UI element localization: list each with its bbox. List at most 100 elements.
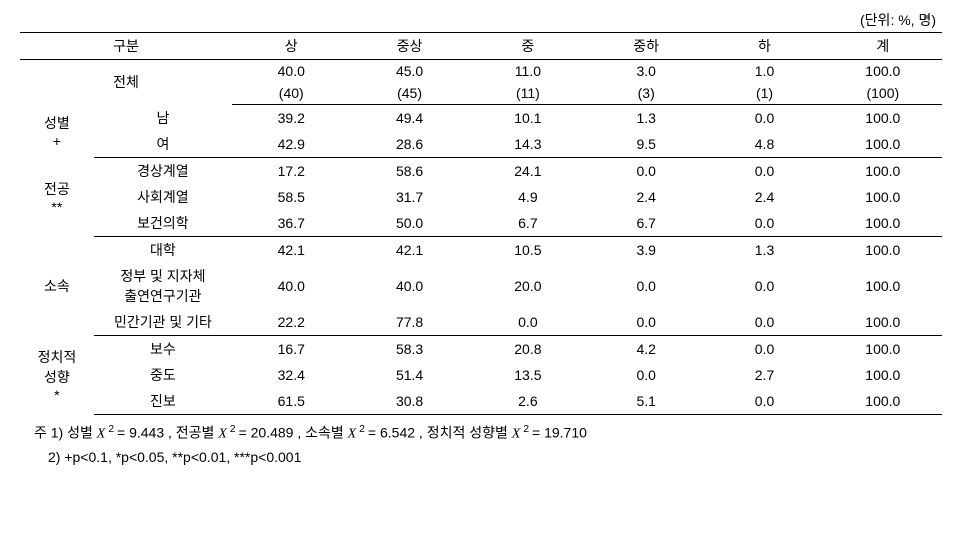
cell: 36.7 — [232, 210, 350, 237]
cell: 39.2 — [232, 105, 350, 131]
cell: (11) — [469, 82, 587, 105]
cell: 40.0 — [350, 263, 468, 309]
cell: (45) — [350, 82, 468, 105]
cell: 42.9 — [232, 131, 350, 158]
cell: 50.0 — [350, 210, 468, 237]
cell: 58.6 — [350, 157, 468, 184]
table-row: 보건의학 36.7 50.0 6.7 6.7 0.0 100.0 — [20, 210, 942, 237]
row-label: 민간기관 및 기타 — [94, 309, 232, 336]
table-row: 정부 및 지자체 출연연구기관 40.0 40.0 20.0 0.0 0.0 1… — [20, 263, 942, 309]
cell: 0.0 — [587, 263, 705, 309]
cell: 31.7 — [350, 184, 468, 210]
cell: (40) — [232, 82, 350, 105]
cell: 20.8 — [469, 335, 587, 362]
row-label: 보건의학 — [94, 210, 232, 237]
table-row: 성별+ 남 39.2 49.4 10.1 1.3 0.0 100.0 — [20, 105, 942, 131]
row-label: 진보 — [94, 388, 232, 415]
row-label: 정부 및 지자체 출연연구기관 — [94, 263, 232, 309]
cell: 11.0 — [469, 60, 587, 83]
table-row: 소속 대학 42.1 42.1 10.5 3.9 1.3 100.0 — [20, 236, 942, 263]
cell: 100.0 — [824, 362, 942, 388]
cell: 0.0 — [469, 309, 587, 336]
cell: 100.0 — [824, 335, 942, 362]
cell: 2.6 — [469, 388, 587, 415]
cell: 2.7 — [705, 362, 823, 388]
group-label: 소속 — [20, 236, 94, 335]
cell: 24.1 — [469, 157, 587, 184]
group-label: 전공** — [20, 157, 94, 236]
header-category: 구분 — [20, 33, 232, 60]
header-row: 구분 상 중상 중 중하 하 계 — [20, 33, 942, 60]
row-label: 사회계열 — [94, 184, 232, 210]
table-row: 진보 61.5 30.8 2.6 5.1 0.0 100.0 — [20, 388, 942, 415]
cell: 2.4 — [705, 184, 823, 210]
cell: 100.0 — [824, 210, 942, 237]
cell: 22.2 — [232, 309, 350, 336]
cell: (100) — [824, 82, 942, 105]
cell: 5.1 — [587, 388, 705, 415]
cell: 1.3 — [587, 105, 705, 131]
cell: 100.0 — [824, 309, 942, 336]
cell: 77.8 — [350, 309, 468, 336]
cell: (3) — [587, 82, 705, 105]
cell: 28.6 — [350, 131, 468, 158]
cell: 2.4 — [587, 184, 705, 210]
header-col-3: 중 — [469, 33, 587, 60]
cell: 10.1 — [469, 105, 587, 131]
cell: 0.0 — [587, 309, 705, 336]
cell: 20.0 — [469, 263, 587, 309]
cell: 9.5 — [587, 131, 705, 158]
cell: 1.0 — [705, 60, 823, 83]
footnotes: 주 1) 성별 X 2 = 9.443 , 전공별 X 2 = 20.489 ,… — [20, 421, 942, 468]
cell: 40.0 — [232, 263, 350, 309]
row-label: 대학 — [94, 236, 232, 263]
cell: 42.1 — [350, 236, 468, 263]
cell: 14.3 — [469, 131, 587, 158]
cell: 58.3 — [350, 335, 468, 362]
cell: 100.0 — [824, 157, 942, 184]
row-label: 중도 — [94, 362, 232, 388]
cell: 100.0 — [824, 388, 942, 415]
cell: 0.0 — [705, 157, 823, 184]
total-row-1: 전체 40.0 45.0 11.0 3.0 1.0 100.0 — [20, 60, 942, 83]
cell: 30.8 — [350, 388, 468, 415]
cell: 0.0 — [705, 335, 823, 362]
cell: 6.7 — [469, 210, 587, 237]
row-label: 남 — [94, 105, 232, 131]
cell: 0.0 — [705, 210, 823, 237]
cell: 0.0 — [705, 263, 823, 309]
header-col-5: 하 — [705, 33, 823, 60]
cell: 6.7 — [587, 210, 705, 237]
header-col-total: 계 — [824, 33, 942, 60]
cell: 4.8 — [705, 131, 823, 158]
cell: 42.1 — [232, 236, 350, 263]
cell: 40.0 — [232, 60, 350, 83]
table-row: 전공** 경상계열 17.2 58.6 24.1 0.0 0.0 100.0 — [20, 157, 942, 184]
cell: 1.3 — [705, 236, 823, 263]
cell: 58.5 — [232, 184, 350, 210]
table-row: 정치적 성향* 보수 16.7 58.3 20.8 4.2 0.0 100.0 — [20, 335, 942, 362]
cell: 100.0 — [824, 60, 942, 83]
cell: 17.2 — [232, 157, 350, 184]
cell: 3.0 — [587, 60, 705, 83]
table-row: 중도 32.4 51.4 13.5 0.0 2.7 100.0 — [20, 362, 942, 388]
header-col-4: 중하 — [587, 33, 705, 60]
cell: 0.0 — [587, 362, 705, 388]
table-row: 민간기관 및 기타 22.2 77.8 0.0 0.0 0.0 100.0 — [20, 309, 942, 336]
cell: 0.0 — [705, 105, 823, 131]
header-col-1: 상 — [232, 33, 350, 60]
cell: 16.7 — [232, 335, 350, 362]
data-table: 구분 상 중상 중 중하 하 계 전체 40.0 45.0 11.0 3.0 1… — [20, 32, 942, 415]
row-label: 여 — [94, 131, 232, 158]
cell: 4.9 — [469, 184, 587, 210]
cell: 13.5 — [469, 362, 587, 388]
cell: 45.0 — [350, 60, 468, 83]
cell: 100.0 — [824, 105, 942, 131]
unit-label: (단위: %, 명) — [20, 10, 942, 30]
footnote-1: 주 1) 성별 X 2 = 9.443 , 전공별 X 2 = 20.489 ,… — [34, 421, 942, 446]
table-row: 사회계열 58.5 31.7 4.9 2.4 2.4 100.0 — [20, 184, 942, 210]
total-label: 전체 — [20, 60, 232, 105]
cell: 0.0 — [705, 309, 823, 336]
table-row: 여 42.9 28.6 14.3 9.5 4.8 100.0 — [20, 131, 942, 158]
cell: 49.4 — [350, 105, 468, 131]
